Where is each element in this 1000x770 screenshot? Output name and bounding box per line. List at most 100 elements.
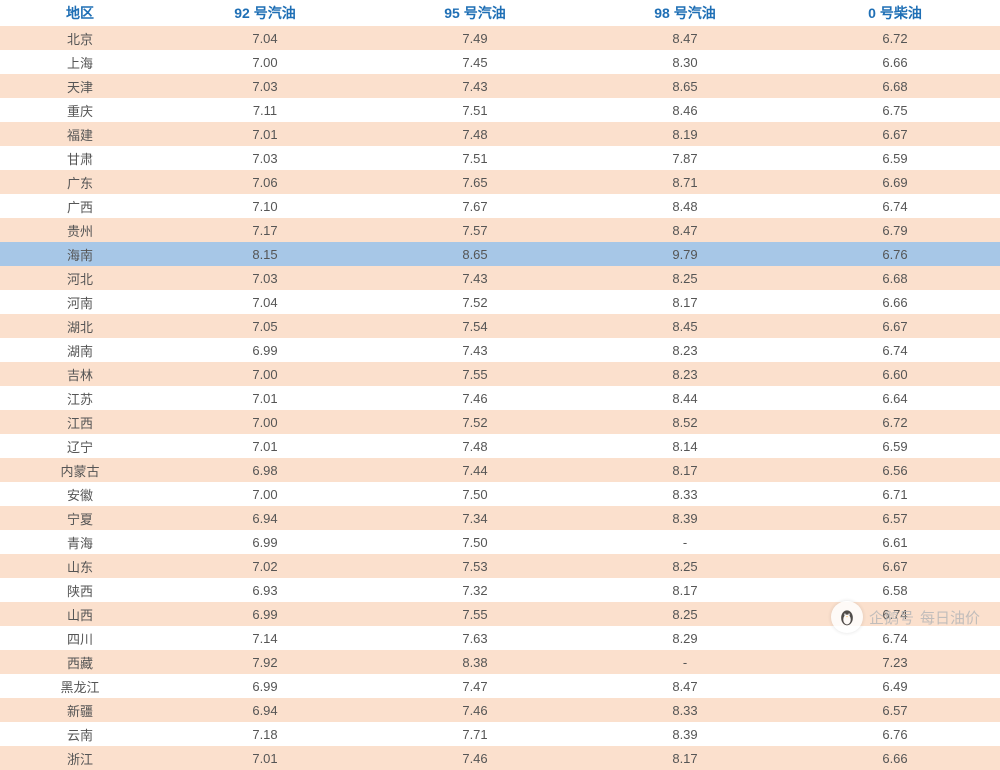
price-cell: 8.45 [580, 314, 790, 338]
price-cell: 7.55 [370, 602, 580, 626]
price-cell: 6.57 [790, 506, 1000, 530]
price-cell: 6.59 [790, 146, 1000, 170]
price-cell: 6.76 [790, 242, 1000, 266]
region-cell: 广东 [0, 170, 160, 194]
price-cell: 6.72 [790, 410, 1000, 434]
price-cell: 6.57 [790, 698, 1000, 722]
price-cell: 7.57 [370, 218, 580, 242]
price-cell: 6.94 [160, 506, 370, 530]
price-cell: 6.58 [790, 578, 1000, 602]
table-row: 山西6.997.558.256.74 [0, 602, 1000, 626]
price-cell: 6.93 [160, 578, 370, 602]
price-cell: 6.74 [790, 194, 1000, 218]
price-cell: 7.14 [160, 626, 370, 650]
region-cell: 甘肃 [0, 146, 160, 170]
price-cell: 6.68 [790, 74, 1000, 98]
table-row: 湖北7.057.548.456.67 [0, 314, 1000, 338]
table-body: 北京7.047.498.476.72上海7.007.458.306.66天津7.… [0, 26, 1000, 770]
price-cell: 7.46 [370, 746, 580, 770]
price-cell: 6.99 [160, 674, 370, 698]
table-row: 陕西6.937.328.176.58 [0, 578, 1000, 602]
price-cell: 7.01 [160, 122, 370, 146]
price-cell: 6.67 [790, 314, 1000, 338]
price-cell: 6.71 [790, 482, 1000, 506]
price-cell: 7.51 [370, 146, 580, 170]
price-cell: 6.74 [790, 338, 1000, 362]
price-cell: 7.46 [370, 698, 580, 722]
region-cell: 福建 [0, 122, 160, 146]
price-cell: 7.34 [370, 506, 580, 530]
region-cell: 山西 [0, 602, 160, 626]
price-cell: 8.44 [580, 386, 790, 410]
price-cell: 7.50 [370, 530, 580, 554]
price-cell: 7.00 [160, 410, 370, 434]
table-row: 贵州7.177.578.476.79 [0, 218, 1000, 242]
price-cell: 6.59 [790, 434, 1000, 458]
region-cell: 贵州 [0, 218, 160, 242]
price-cell: 6.69 [790, 170, 1000, 194]
price-cell: 8.47 [580, 218, 790, 242]
price-cell: 7.01 [160, 386, 370, 410]
price-cell: 7.03 [160, 266, 370, 290]
price-cell: 7.11 [160, 98, 370, 122]
price-cell: 7.05 [160, 314, 370, 338]
price-cell: 7.18 [160, 722, 370, 746]
price-cell: 7.03 [160, 74, 370, 98]
region-cell: 云南 [0, 722, 160, 746]
region-cell: 黑龙江 [0, 674, 160, 698]
table-row: 天津7.037.438.656.68 [0, 74, 1000, 98]
price-cell: 8.17 [580, 578, 790, 602]
region-cell: 浙江 [0, 746, 160, 770]
fuel-price-table: 地区92 号汽油95 号汽油98 号汽油0 号柴油 北京7.047.498.47… [0, 0, 1000, 770]
price-cell: 8.17 [580, 746, 790, 770]
price-cell: 6.99 [160, 338, 370, 362]
price-cell: 7.54 [370, 314, 580, 338]
table-row: 四川7.147.638.296.74 [0, 626, 1000, 650]
price-cell: 6.66 [790, 746, 1000, 770]
price-cell: 7.51 [370, 98, 580, 122]
region-cell: 湖北 [0, 314, 160, 338]
price-cell: 8.14 [580, 434, 790, 458]
price-cell: 8.25 [580, 266, 790, 290]
price-cell: 7.71 [370, 722, 580, 746]
price-cell: 7.53 [370, 554, 580, 578]
price-cell: 8.23 [580, 338, 790, 362]
table-row: 甘肃7.037.517.876.59 [0, 146, 1000, 170]
price-cell: 8.47 [580, 26, 790, 50]
price-cell: 7.01 [160, 434, 370, 458]
price-cell: 6.67 [790, 122, 1000, 146]
table-row: 河北7.037.438.256.68 [0, 266, 1000, 290]
price-cell: 8.33 [580, 698, 790, 722]
table-row: 江苏7.017.468.446.64 [0, 386, 1000, 410]
table-row: 湖南6.997.438.236.74 [0, 338, 1000, 362]
table-row: 重庆7.117.518.466.75 [0, 98, 1000, 122]
region-cell: 天津 [0, 74, 160, 98]
price-cell: 6.66 [790, 290, 1000, 314]
region-cell: 江西 [0, 410, 160, 434]
price-cell: 7.48 [370, 122, 580, 146]
price-cell: 8.47 [580, 674, 790, 698]
region-cell: 内蒙古 [0, 458, 160, 482]
price-cell: 6.94 [160, 698, 370, 722]
price-cell: 7.52 [370, 410, 580, 434]
price-cell: 7.49 [370, 26, 580, 50]
price-cell: 8.19 [580, 122, 790, 146]
price-cell: 6.99 [160, 530, 370, 554]
price-cell: 8.29 [580, 626, 790, 650]
price-cell: 7.01 [160, 746, 370, 770]
table-row: 山东7.027.538.256.67 [0, 554, 1000, 578]
table-row: 黑龙江6.997.478.476.49 [0, 674, 1000, 698]
price-cell: 7.55 [370, 362, 580, 386]
table-row: 辽宁7.017.488.146.59 [0, 434, 1000, 458]
region-cell: 湖南 [0, 338, 160, 362]
table-row: 广东7.067.658.716.69 [0, 170, 1000, 194]
region-cell: 江苏 [0, 386, 160, 410]
price-cell: 6.64 [790, 386, 1000, 410]
price-cell: 6.75 [790, 98, 1000, 122]
price-cell: 7.04 [160, 26, 370, 50]
price-cell: 6.76 [790, 722, 1000, 746]
region-cell: 河南 [0, 290, 160, 314]
region-cell: 陕西 [0, 578, 160, 602]
region-cell: 上海 [0, 50, 160, 74]
table-row: 江西7.007.528.526.72 [0, 410, 1000, 434]
